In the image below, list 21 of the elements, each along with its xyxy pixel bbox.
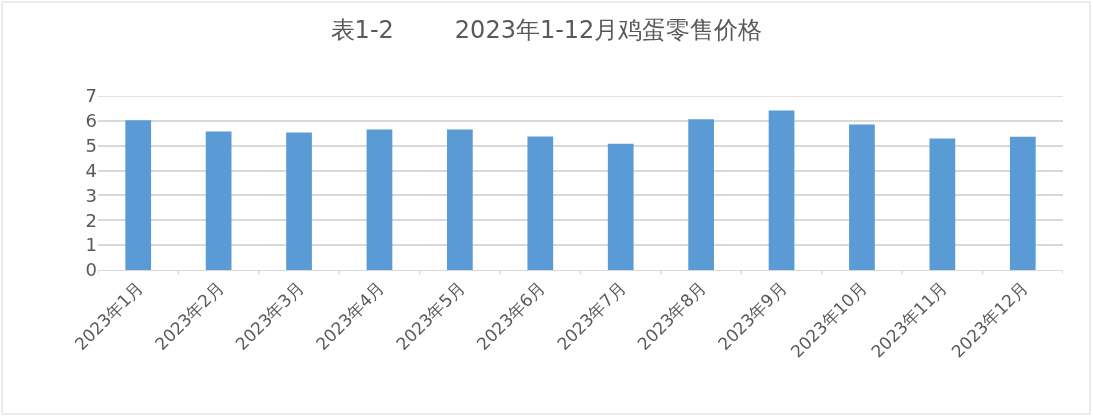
y-tick-label: 7 (85, 85, 97, 107)
y-tick-label: 0 (85, 259, 97, 281)
y-tick-label: 2 (85, 209, 97, 231)
y-tick-label: 4 (85, 159, 97, 181)
bar (366, 129, 393, 270)
bar (125, 120, 152, 270)
y-tick-label: 3 (85, 184, 97, 206)
y-tick-label: 5 (85, 135, 97, 157)
chart-title: 表1-2 2023年1-12月鸡蛋零售价格 (330, 15, 763, 44)
bar (849, 124, 875, 270)
bar (607, 143, 634, 270)
y-tick-label: 6 (85, 110, 97, 132)
bar (929, 138, 956, 270)
bar (768, 110, 795, 270)
bar (1009, 136, 1036, 270)
y-tick-label: 1 (85, 234, 97, 256)
bar (447, 129, 473, 270)
bar (205, 131, 232, 270)
bar (286, 132, 312, 270)
bar (527, 136, 554, 270)
bar (688, 119, 714, 270)
